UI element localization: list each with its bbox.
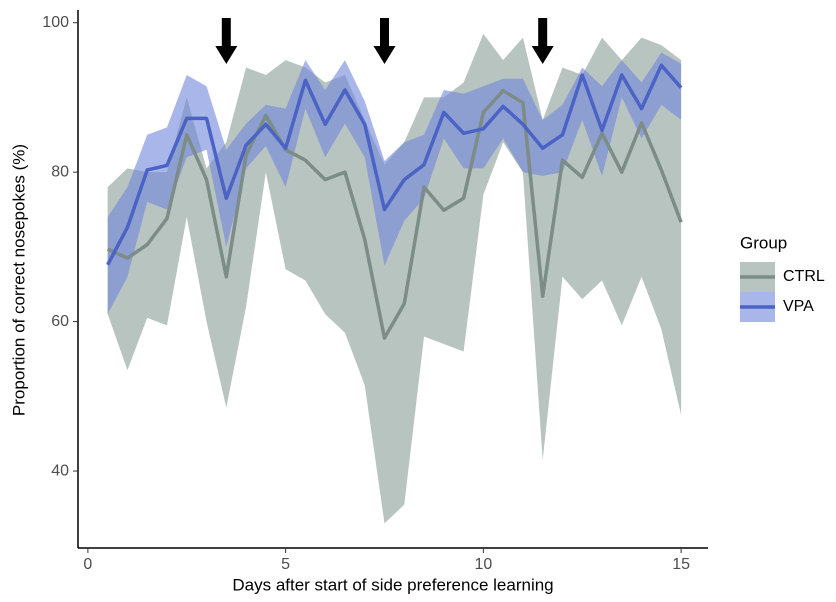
x-tick-label: 10 (474, 556, 492, 573)
legend-label: CTRL (783, 268, 825, 285)
arrow (373, 18, 396, 64)
y-tick-label: 40 (51, 462, 69, 479)
y-tick-label: 60 (51, 313, 69, 330)
legend-title: Group (740, 233, 787, 252)
x-tick-label: 0 (83, 556, 92, 573)
arrow (215, 18, 238, 64)
arrow (531, 18, 554, 64)
legend-label: VPA (783, 298, 814, 315)
y-tick-label: 80 (51, 163, 69, 180)
x-tick-label: 15 (672, 556, 690, 573)
x-tick-label: 5 (281, 556, 290, 573)
y-axis-label: Proportion of correct nosepokes (%) (9, 144, 28, 416)
x-axis-label: Days after start of side preference lear… (232, 575, 553, 594)
y-tick-label: 100 (42, 14, 69, 31)
line (106, 63, 683, 266)
line (106, 88, 683, 340)
ribbon (107, 52, 682, 315)
